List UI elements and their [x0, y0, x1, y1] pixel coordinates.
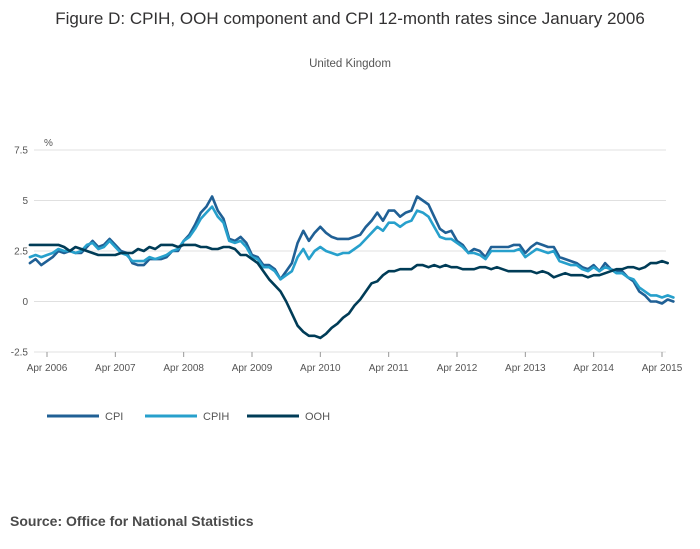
x-axis: Apr 2006 Apr 2007 Apr 2008 Apr 2009 Apr 2010… — [27, 352, 683, 374]
x-tick-label: Apr 2013 — [505, 363, 546, 374]
y-tick-label: 0 — [22, 297, 28, 308]
series-group — [28, 195, 675, 340]
source-note: Source: Office for National Statistics — [10, 513, 254, 529]
x-tick-label: Apr 2009 — [232, 363, 273, 374]
y-tick-label: 5 — [22, 196, 28, 207]
series-line-cpih — [28, 205, 675, 299]
legend-label-cpih: CPIH — [203, 411, 229, 423]
legend-label-ooh: OOH — [305, 411, 330, 423]
x-tick-label: Apr 2008 — [163, 363, 204, 374]
legend-label-cpi: CPI — [105, 411, 123, 423]
y-tick-label: 7.5 — [14, 146, 28, 157]
x-tick-label: Apr 2014 — [573, 363, 614, 374]
x-tick-label: Apr 2015 — [642, 363, 683, 374]
x-tick-label: Apr 2006 — [27, 363, 68, 374]
y-tick-label: -2.5 — [11, 348, 29, 359]
y-axis-unit-label: % — [44, 138, 53, 149]
chart-subtitle: United Kingdom — [309, 58, 391, 70]
y-axis: 7.5 5 2.5 0 -2.5 — [11, 146, 29, 359]
chart-title: Figure D: CPIH, OOH component and CPI 12… — [55, 9, 645, 28]
y-tick-label: 2.5 — [14, 247, 28, 258]
series-line-ooh — [28, 243, 670, 340]
x-tick-label: Apr 2010 — [300, 363, 341, 374]
x-tick-label: Apr 2012 — [437, 363, 478, 374]
x-tick-label: Apr 2011 — [369, 363, 409, 374]
series-line-cpi — [28, 195, 675, 305]
legend: CPI CPIH OOH — [47, 411, 330, 423]
x-tick-label: Apr 2007 — [95, 363, 136, 374]
